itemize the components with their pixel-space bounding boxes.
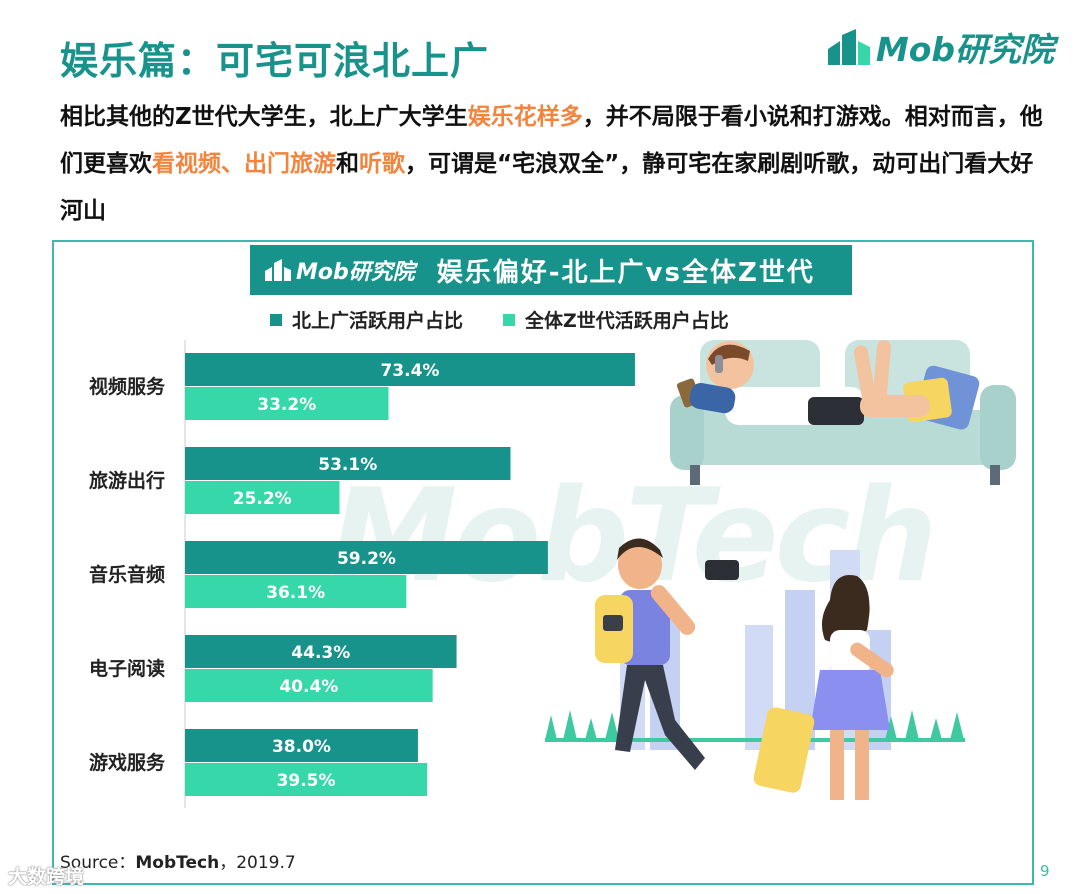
chart-frame [52,240,1034,885]
category-label: 电子阅读 [89,657,165,680]
watermark-stamp: 大数跨境 [8,866,85,888]
data-label: 25.2% [233,489,292,509]
bar-series2 [185,575,407,608]
data-label: 73.4% [380,361,439,381]
bar-series2 [185,763,428,796]
intro-paragraph: 相比其他的Z世代大学生，北上广大学生娱乐花样多，并不局限于看小说和打游戏。相对而… [60,94,1050,235]
bar-series1 [185,635,457,668]
bar-series1 [185,447,511,480]
mob-logo: Mob研究院 [826,22,1054,72]
bar-series2 [185,481,340,514]
source-label: Source： [60,853,136,873]
legend-swatch-series2 [503,313,516,326]
intro-highlight-3: 听歌 [359,151,405,177]
legend-label-series1: 北上广活跃用户占比 [292,310,464,332]
source-name: MobTech [135,853,220,873]
data-label: 36.1% [266,583,325,603]
chart-legend: 北上广活跃用户占比 全体Z世代活跃用户占比 [270,306,769,333]
building-icon [827,29,870,65]
chart-banner: Mob研究院 娱乐偏好-北上广vs全体Z世代 [250,245,852,295]
bar-series1 [185,729,418,762]
source-date: ，2019.7 [219,853,296,873]
bar-series1 [185,353,635,386]
data-label: 40.4% [279,677,338,697]
legend-label-series2: 全体Z世代活跃用户占比 [525,310,729,332]
travel-illustration [545,538,965,800]
intro-text-1: 相比其他的Z世代大学生，北上广大学生 [60,104,468,130]
category-label: 游戏服务 [89,751,166,774]
bar-series2 [185,387,389,420]
intro-text-4: ，可谓是“宅浪双全”，静可宅在家刷剧听歌，动可出门看大好河山 [60,151,1034,224]
page-number: 9 [1040,862,1050,880]
page-title: 娱乐篇：可宅可浪北上广 [60,39,490,83]
banner-logo: Mob研究院 [264,254,415,286]
legend-item-series2: 全体Z世代活跃用户占比 [503,306,729,333]
intro-highlight-2: 看视频、出门旅游 [152,151,336,177]
category-label: 音乐音频 [89,563,165,586]
banner-logo-text: Mob研究院 [296,260,415,285]
data-label: 44.3% [291,643,350,663]
data-label: 38.0% [272,737,331,757]
source-note: Source：MobTech，2019.7 [60,848,296,873]
sofa-illustration [670,340,1016,485]
building-icon [265,259,291,281]
data-label: 39.5% [277,771,336,791]
bar-series1 [185,541,548,574]
intro-text-3: 和 [336,151,359,177]
logo-text: Mob研究院 [875,30,1054,69]
data-label: 59.2% [337,549,396,569]
category-label: 视频服务 [89,375,166,398]
category-label: 旅游出行 [89,469,165,492]
legend-item-series1: 北上广活跃用户占比 [270,306,463,333]
data-label: 33.2% [257,395,316,415]
intro-text-2: ，并不局限于看小说和打游戏。相对而言，他们更喜欢 [60,104,1043,177]
legend-swatch-series1 [270,313,282,326]
bar-series2 [185,669,433,702]
chart-title: 娱乐偏好-北上广vs全体Z世代 [436,257,815,288]
data-label: 53.1% [318,455,377,475]
intro-highlight-1: 娱乐花样多 [467,104,583,130]
